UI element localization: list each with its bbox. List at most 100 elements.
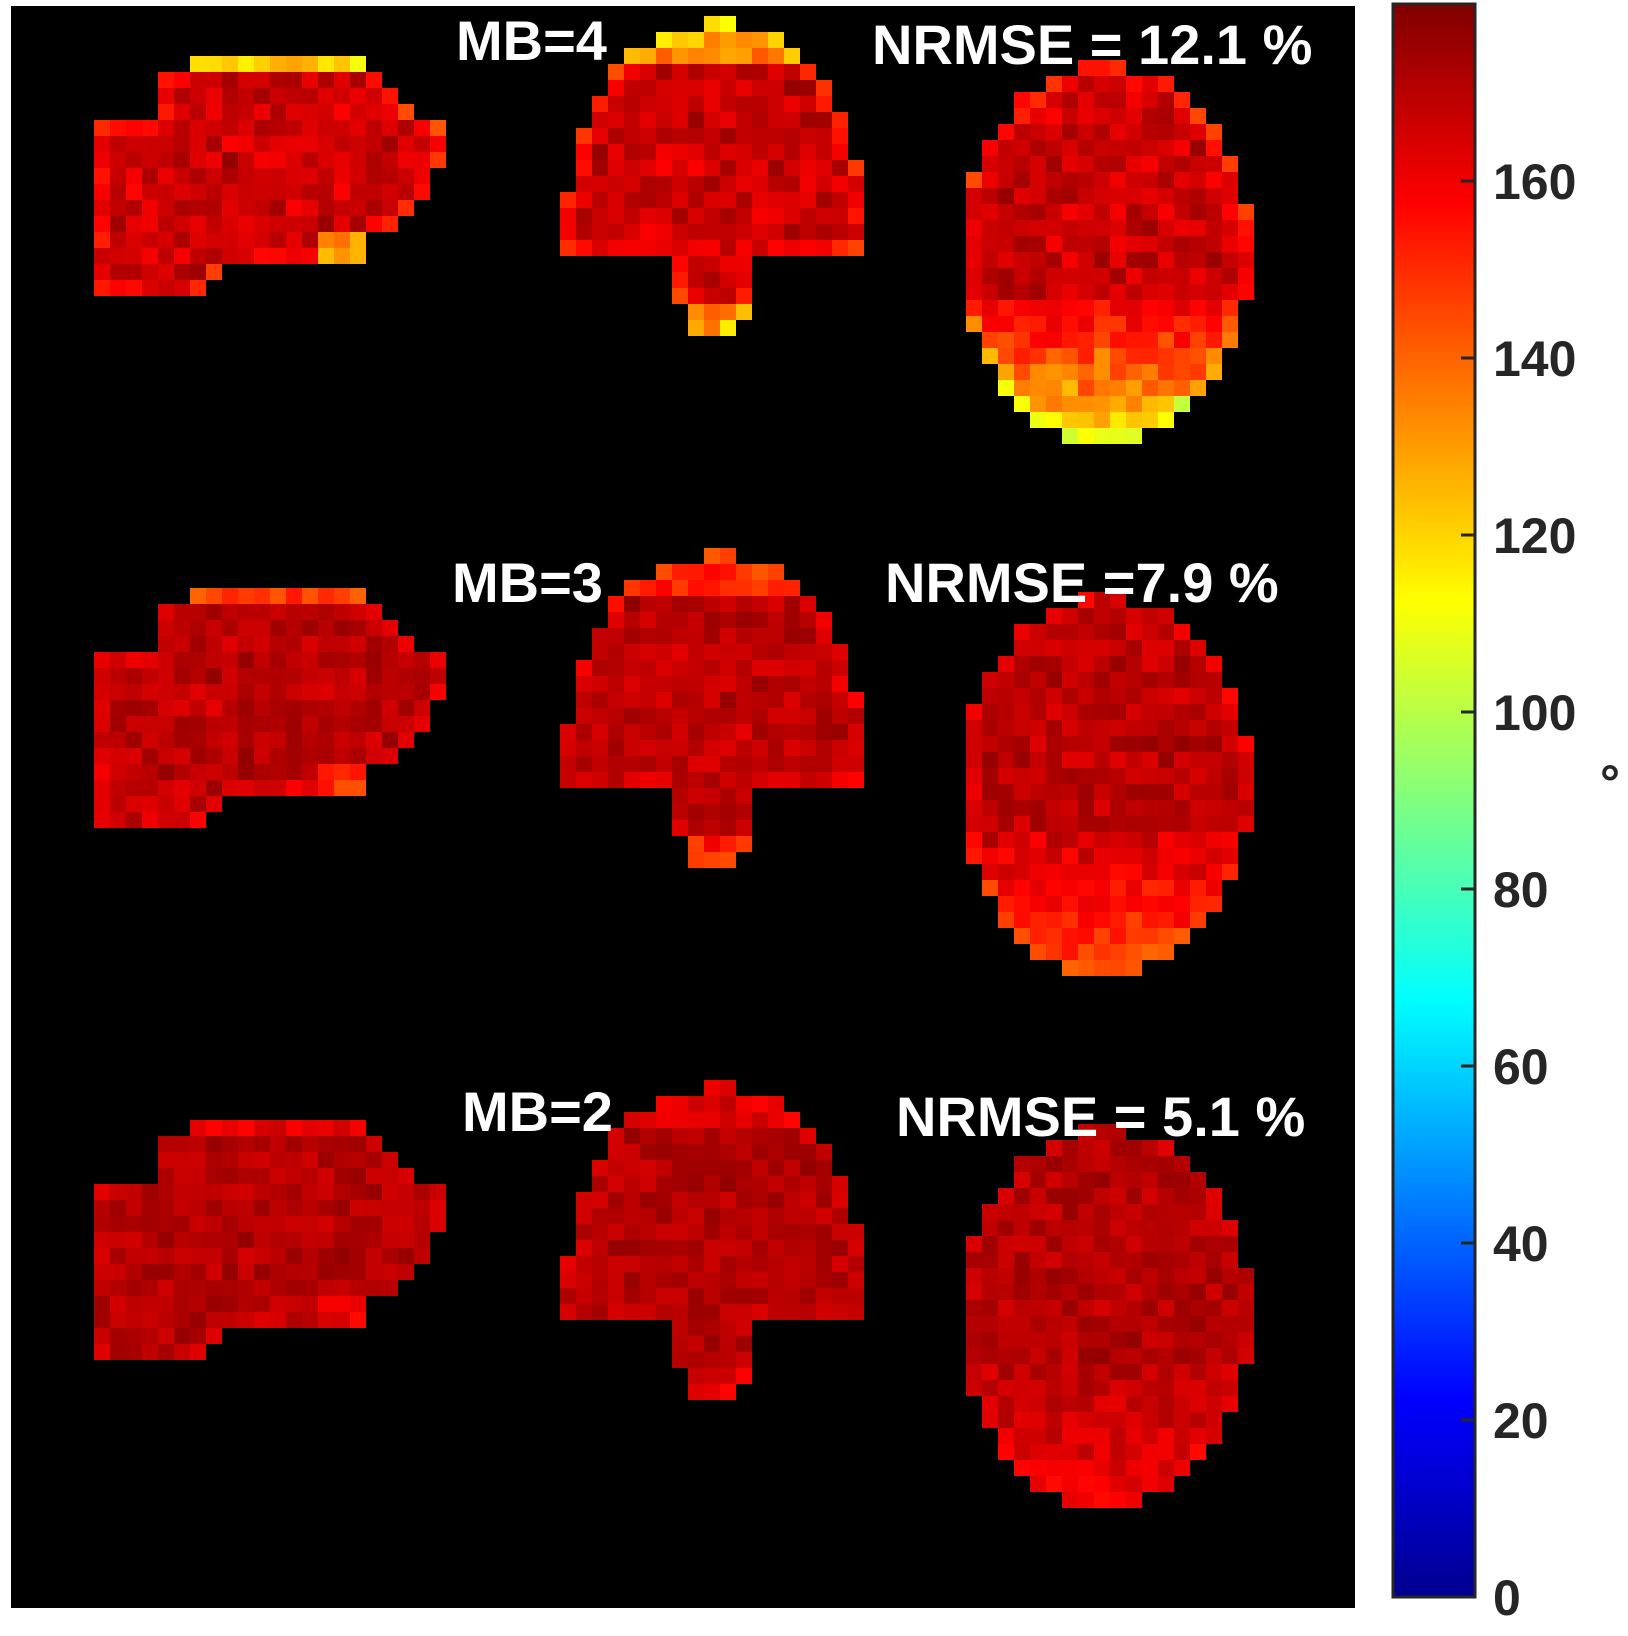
map-voxel bbox=[382, 216, 398, 232]
map-voxel bbox=[318, 1184, 334, 1200]
map-voxel bbox=[270, 780, 286, 796]
map-voxel bbox=[998, 140, 1014, 156]
map-voxel bbox=[1110, 428, 1126, 444]
map-voxel bbox=[768, 580, 784, 596]
map-voxel bbox=[1174, 1332, 1190, 1348]
map-voxel bbox=[1206, 156, 1222, 172]
map-voxel bbox=[206, 1184, 222, 1200]
map-voxel bbox=[1094, 412, 1110, 428]
map-voxel bbox=[816, 1224, 832, 1240]
map-voxel bbox=[1062, 316, 1078, 332]
map-voxel bbox=[1030, 1380, 1046, 1396]
colorbar-tick-label: 140 bbox=[1493, 331, 1576, 387]
map-voxel bbox=[576, 724, 592, 740]
map-voxel bbox=[656, 692, 672, 708]
map-voxel bbox=[238, 764, 254, 780]
map-voxel bbox=[982, 316, 998, 332]
map-voxel bbox=[1046, 188, 1062, 204]
map-voxel bbox=[784, 1272, 800, 1288]
map-voxel bbox=[334, 700, 350, 716]
map-voxel bbox=[768, 756, 784, 772]
map-voxel bbox=[720, 644, 736, 660]
map-voxel bbox=[334, 232, 350, 248]
map-voxel bbox=[366, 104, 382, 120]
map-voxel bbox=[982, 848, 998, 864]
map-voxel bbox=[720, 1128, 736, 1144]
map-voxel bbox=[222, 1120, 238, 1136]
map-voxel bbox=[158, 620, 174, 636]
map-voxel bbox=[286, 1200, 302, 1216]
map-voxel bbox=[800, 128, 816, 144]
map-voxel bbox=[752, 48, 768, 64]
map-voxel bbox=[1142, 1236, 1158, 1252]
map-voxel bbox=[688, 128, 704, 144]
map-voxel bbox=[254, 716, 270, 732]
map-voxel bbox=[752, 224, 768, 240]
map-voxel bbox=[1094, 1188, 1110, 1204]
map-voxel bbox=[398, 1200, 414, 1216]
map-voxel bbox=[222, 636, 238, 652]
map-voxel bbox=[720, 48, 736, 64]
map-voxel bbox=[688, 756, 704, 772]
map-voxel bbox=[752, 708, 768, 724]
map-voxel bbox=[366, 1168, 382, 1184]
map-voxel bbox=[832, 724, 848, 740]
map-voxel bbox=[672, 32, 688, 48]
map-voxel bbox=[1126, 704, 1142, 720]
map-voxel bbox=[1110, 1412, 1126, 1428]
map-voxel bbox=[1158, 880, 1174, 896]
map-voxel bbox=[414, 652, 430, 668]
map-voxel bbox=[640, 724, 656, 740]
map-voxel bbox=[720, 224, 736, 240]
map-voxel bbox=[1142, 656, 1158, 672]
map-voxel bbox=[1206, 1316, 1222, 1332]
map-voxel bbox=[110, 780, 126, 796]
map-voxel bbox=[254, 700, 270, 716]
map-voxel bbox=[768, 80, 784, 96]
map-voxel bbox=[1078, 1172, 1094, 1188]
map-voxel bbox=[206, 668, 222, 684]
map-voxel bbox=[1142, 1332, 1158, 1348]
map-voxel bbox=[270, 1168, 286, 1184]
map-voxel bbox=[656, 1272, 672, 1288]
map-voxel bbox=[1158, 1252, 1174, 1268]
map-voxel bbox=[608, 160, 624, 176]
map-voxel bbox=[624, 596, 640, 612]
map-voxel bbox=[1158, 864, 1174, 880]
map-voxel bbox=[704, 676, 720, 692]
map-voxel bbox=[1142, 1476, 1158, 1492]
map-voxel bbox=[982, 204, 998, 220]
map-voxel bbox=[1238, 252, 1254, 268]
map-voxel bbox=[206, 1200, 222, 1216]
map-voxel bbox=[142, 780, 158, 796]
map-voxel bbox=[752, 628, 768, 644]
colorbar-tick-label: 80 bbox=[1493, 862, 1549, 918]
map-voxel bbox=[190, 264, 206, 280]
map-voxel bbox=[430, 120, 446, 136]
map-voxel bbox=[1062, 1252, 1078, 1268]
map-voxel bbox=[768, 160, 784, 176]
map-voxel bbox=[704, 160, 720, 176]
map-voxel bbox=[350, 152, 366, 168]
map-voxel bbox=[1142, 704, 1158, 720]
map-voxel bbox=[142, 264, 158, 280]
map-voxel bbox=[190, 1312, 206, 1328]
map-voxel bbox=[752, 144, 768, 160]
map-voxel bbox=[720, 256, 736, 272]
map-voxel bbox=[1126, 348, 1142, 364]
map-voxel bbox=[1222, 864, 1238, 880]
map-voxel bbox=[1158, 608, 1174, 624]
map-voxel bbox=[1062, 608, 1078, 624]
map-voxel bbox=[1142, 1444, 1158, 1460]
map-voxel bbox=[1110, 656, 1126, 672]
map-voxel bbox=[254, 1264, 270, 1280]
map-voxel bbox=[1174, 640, 1190, 656]
map-voxel bbox=[704, 804, 720, 820]
map-voxel bbox=[302, 748, 318, 764]
map-voxel bbox=[704, 724, 720, 740]
map-voxel bbox=[1206, 752, 1222, 768]
map-voxel bbox=[1158, 1380, 1174, 1396]
map-voxel bbox=[1078, 1300, 1094, 1316]
map-voxel bbox=[736, 304, 752, 320]
map-voxel bbox=[1174, 188, 1190, 204]
